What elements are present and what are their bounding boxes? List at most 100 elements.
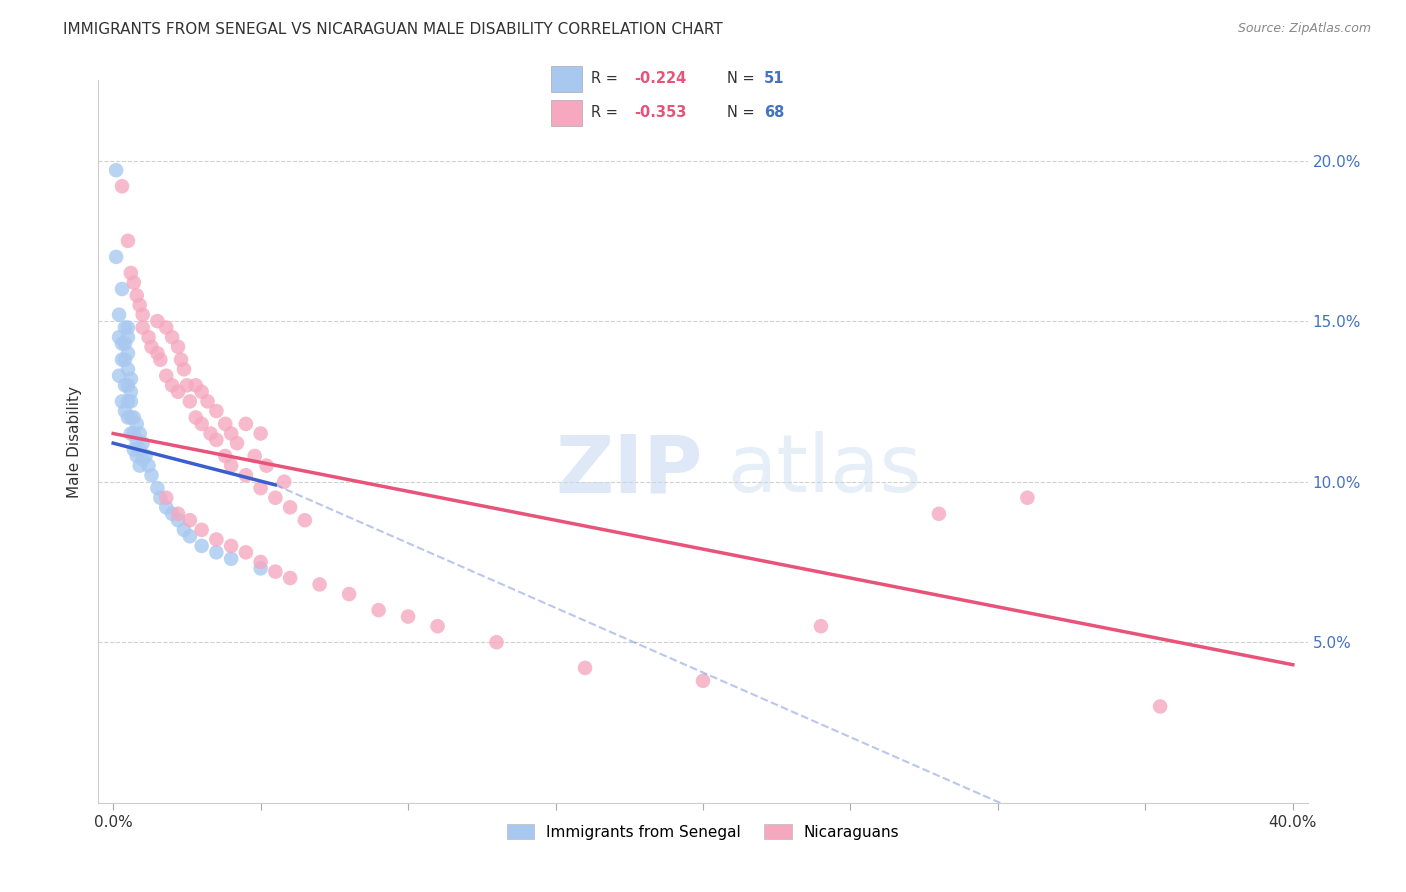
Point xyxy=(146,314,169,328)
Point xyxy=(111,336,134,351)
Point xyxy=(111,282,134,296)
Text: 68: 68 xyxy=(763,105,785,120)
Point xyxy=(167,384,190,399)
Point xyxy=(243,449,266,463)
Point xyxy=(337,587,360,601)
Point xyxy=(167,507,190,521)
Point xyxy=(128,458,150,473)
Point xyxy=(117,346,139,360)
Point xyxy=(120,372,142,386)
Text: Source: ZipAtlas.com: Source: ZipAtlas.com xyxy=(1237,22,1371,36)
Point xyxy=(122,410,145,425)
Point xyxy=(235,417,257,431)
Point xyxy=(120,426,142,441)
Point xyxy=(120,266,142,280)
Point xyxy=(125,417,148,431)
Point xyxy=(278,571,301,585)
Point xyxy=(184,378,207,392)
Point xyxy=(176,378,198,392)
Bar xyxy=(551,66,582,92)
Point xyxy=(205,533,228,547)
Point xyxy=(138,458,160,473)
Point xyxy=(190,523,212,537)
Point xyxy=(179,529,201,543)
Point xyxy=(367,603,389,617)
Point xyxy=(574,661,596,675)
Point xyxy=(117,320,139,334)
Text: 51: 51 xyxy=(763,71,785,87)
Point xyxy=(226,436,249,450)
Point xyxy=(117,362,139,376)
Point xyxy=(155,491,177,505)
Point xyxy=(114,336,136,351)
Point xyxy=(190,539,212,553)
Point xyxy=(173,523,195,537)
Point xyxy=(160,507,183,521)
Point xyxy=(117,394,139,409)
Point xyxy=(111,179,134,194)
Point xyxy=(135,449,157,463)
Point xyxy=(141,340,163,354)
Point xyxy=(219,426,242,441)
Point xyxy=(122,426,145,441)
Point xyxy=(131,436,153,450)
Point xyxy=(200,426,222,441)
Text: R =: R = xyxy=(591,71,623,87)
Point xyxy=(294,513,316,527)
Point xyxy=(1017,491,1039,505)
Point xyxy=(256,458,278,473)
Point xyxy=(205,404,228,418)
Point xyxy=(214,417,236,431)
Point xyxy=(125,288,148,302)
Point xyxy=(249,481,271,495)
Text: -0.224: -0.224 xyxy=(634,71,686,87)
Text: ZIP: ZIP xyxy=(555,432,703,509)
Point xyxy=(928,507,950,521)
Point xyxy=(128,442,150,457)
Point xyxy=(108,330,131,344)
Point xyxy=(278,500,301,515)
Point xyxy=(249,426,271,441)
Point xyxy=(122,276,145,290)
Point xyxy=(190,417,212,431)
Point xyxy=(1149,699,1171,714)
Point xyxy=(108,368,131,383)
Point xyxy=(219,551,242,566)
Point xyxy=(149,352,172,367)
Point xyxy=(117,330,139,344)
Point xyxy=(146,481,169,495)
Point xyxy=(138,330,160,344)
Point xyxy=(396,609,419,624)
Text: N =: N = xyxy=(727,105,759,120)
Point xyxy=(131,320,153,334)
Point xyxy=(160,378,183,392)
Point xyxy=(155,368,177,383)
Point xyxy=(160,330,183,344)
Point xyxy=(131,452,153,467)
Point xyxy=(273,475,295,489)
Point xyxy=(173,362,195,376)
Point xyxy=(111,352,134,367)
Point xyxy=(117,378,139,392)
Point xyxy=(167,513,190,527)
Point xyxy=(426,619,449,633)
Point xyxy=(197,394,219,409)
Point xyxy=(149,491,172,505)
Point xyxy=(184,410,207,425)
Text: IMMIGRANTS FROM SENEGAL VS NICARAGUAN MALE DISABILITY CORRELATION CHART: IMMIGRANTS FROM SENEGAL VS NICARAGUAN MA… xyxy=(63,22,723,37)
Point xyxy=(692,673,714,688)
Point xyxy=(249,555,271,569)
Point xyxy=(111,394,134,409)
Point xyxy=(170,352,193,367)
Point xyxy=(264,491,287,505)
Point xyxy=(114,352,136,367)
Point xyxy=(105,163,128,178)
Point xyxy=(249,561,271,575)
Point xyxy=(810,619,832,633)
Point xyxy=(190,384,212,399)
Point xyxy=(205,545,228,559)
Point xyxy=(117,410,139,425)
Point xyxy=(122,442,145,457)
Point xyxy=(205,433,228,447)
Text: atlas: atlas xyxy=(727,432,921,509)
